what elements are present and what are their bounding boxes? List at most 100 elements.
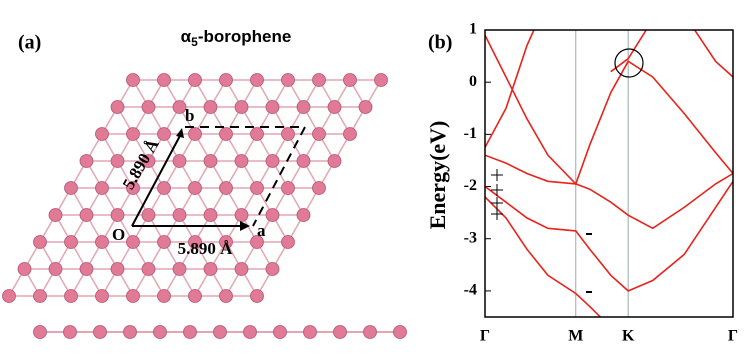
atom xyxy=(188,73,202,87)
atom xyxy=(126,235,140,249)
atom xyxy=(183,325,197,339)
atom xyxy=(312,127,326,141)
atom xyxy=(250,127,264,141)
atom xyxy=(2,289,16,303)
atom xyxy=(203,100,218,114)
atom xyxy=(234,208,249,222)
atom xyxy=(393,325,407,339)
atom xyxy=(265,262,280,276)
atom xyxy=(188,181,202,195)
atom xyxy=(172,262,187,276)
x-tick-label: Γ xyxy=(480,328,490,345)
atom xyxy=(265,208,280,222)
atom xyxy=(141,100,156,114)
band xyxy=(485,30,535,148)
atom xyxy=(157,73,171,87)
atom xyxy=(374,73,388,87)
band-plot: Γ M K Γ 1 0 -1 -2 -3 -4 xyxy=(464,21,738,345)
atom xyxy=(281,181,295,195)
atom xyxy=(265,154,280,168)
atom xyxy=(126,181,140,195)
atom xyxy=(64,181,78,195)
atom xyxy=(110,100,125,114)
atom xyxy=(110,208,125,222)
atom xyxy=(48,208,63,222)
panel-label: (a) xyxy=(18,32,41,54)
atom xyxy=(141,208,156,222)
atom xyxy=(110,262,125,276)
bands xyxy=(485,30,733,317)
atom xyxy=(79,154,94,168)
atom xyxy=(343,127,357,141)
atom xyxy=(126,127,140,141)
atom xyxy=(95,181,109,195)
atom xyxy=(281,127,295,141)
atom xyxy=(234,100,249,114)
atom xyxy=(273,325,287,339)
atom xyxy=(95,235,109,249)
length-label: 5.890 Å xyxy=(119,135,163,193)
atom xyxy=(303,325,317,339)
atom xyxy=(219,127,233,141)
atom xyxy=(64,289,78,303)
y-tick-label: -1 xyxy=(464,125,477,142)
atom xyxy=(265,100,280,114)
atom xyxy=(110,154,125,168)
atom xyxy=(219,181,233,195)
y-tick-label: -3 xyxy=(464,229,477,246)
band xyxy=(610,30,648,73)
atom xyxy=(153,325,167,339)
atom xyxy=(281,235,295,249)
atom xyxy=(343,73,357,87)
atom xyxy=(172,208,187,222)
atom xyxy=(188,235,202,249)
atom xyxy=(172,100,187,114)
atom xyxy=(203,208,218,222)
atom xyxy=(126,73,140,87)
atom xyxy=(281,73,295,87)
panel-label: (b) xyxy=(428,32,452,54)
unit-cell xyxy=(131,126,307,231)
atom xyxy=(33,289,47,303)
atom xyxy=(358,100,373,114)
atom xyxy=(79,208,94,222)
x-tick-label: K xyxy=(622,328,635,345)
atom xyxy=(296,208,311,222)
atom xyxy=(250,181,264,195)
atom xyxy=(157,289,171,303)
atom xyxy=(172,154,187,168)
y-axis-label: Energy(eV) xyxy=(425,121,450,230)
atom xyxy=(63,325,77,339)
vector-label: a xyxy=(257,221,266,240)
atom xyxy=(203,154,218,168)
atom xyxy=(296,154,311,168)
atom xyxy=(157,235,171,249)
atom xyxy=(250,289,264,303)
atom xyxy=(93,325,107,339)
atom xyxy=(33,325,47,339)
y-tick-label: 1 xyxy=(469,21,477,38)
atom xyxy=(188,127,202,141)
y-tick-label: -2 xyxy=(464,177,477,194)
atom xyxy=(17,262,32,276)
atom xyxy=(157,181,171,195)
atom xyxy=(141,154,156,168)
atom xyxy=(213,325,227,339)
atom xyxy=(64,235,78,249)
atom xyxy=(48,262,63,276)
band xyxy=(485,196,602,317)
atom xyxy=(234,154,249,168)
atom xyxy=(250,235,264,249)
atom xyxy=(296,100,311,114)
atom xyxy=(188,289,202,303)
structure-title: α5-borophene xyxy=(181,27,292,49)
atom xyxy=(95,289,109,303)
band xyxy=(485,154,733,230)
atom xyxy=(123,325,137,339)
atom xyxy=(126,289,140,303)
atom xyxy=(312,181,326,195)
x-tick-label: M xyxy=(568,328,583,345)
vector-label: b xyxy=(185,106,194,125)
band xyxy=(485,34,733,186)
